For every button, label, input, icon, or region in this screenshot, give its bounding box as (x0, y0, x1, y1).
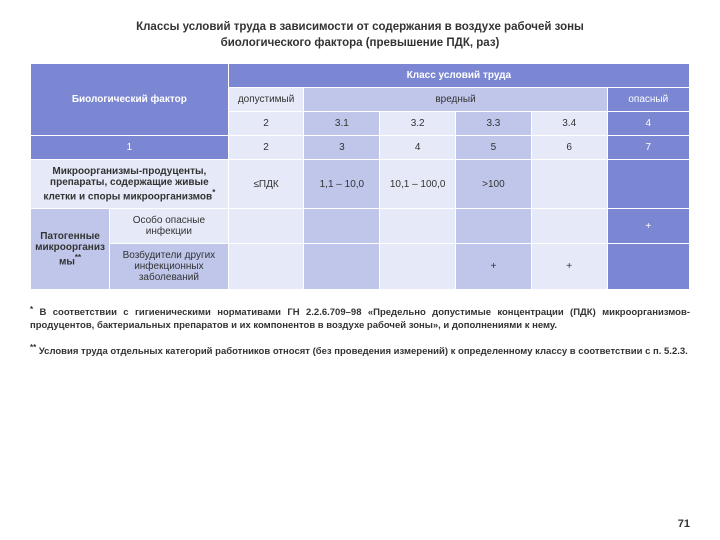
fn2-text: Условия труда отдельных категорий работн… (39, 346, 688, 357)
num-1: 1 (31, 136, 229, 160)
row2b-v2 (304, 244, 380, 290)
footnote-2: ** Условия труда отдельных категорий раб… (30, 343, 690, 359)
hazard-class-table: Биологический фактор Класс условий труда… (30, 63, 690, 290)
row-microorg: Микроорганизмы-продуценты, препараты, со… (31, 160, 690, 209)
row2a-v2 (304, 209, 380, 244)
row2a-v4 (456, 209, 532, 244)
row2a-v5 (531, 209, 607, 244)
row-pathogenic-b: Возбудители других инфекционных заболева… (31, 244, 690, 290)
num-5: 5 (456, 136, 532, 160)
sub-2: 2 (228, 112, 304, 136)
num-4: 4 (380, 136, 456, 160)
sub-33: 3.3 (456, 112, 532, 136)
header-row-1: Биологический фактор Класс условий труда (31, 64, 690, 88)
fn1-text: В соответствии с гигиеническими норматив… (30, 308, 690, 332)
title-line-2: биологического фактора (превышение ПДК, … (221, 37, 500, 49)
sub-31: 3.1 (304, 112, 380, 136)
row1-v5 (531, 160, 607, 209)
sub-34: 3.4 (531, 112, 607, 136)
row1-v1: ≤ПДК (228, 160, 304, 209)
row2a-v3 (380, 209, 456, 244)
slide: Классы условий труда в зависимости от со… (0, 0, 720, 378)
footnotes: * В соответствии с гигиеническими нормат… (30, 304, 690, 358)
num-2: 2 (228, 136, 304, 160)
row2a-v6: + (607, 209, 689, 244)
row-pathogenic-a: Патогенные микроорганизмы** Особо опасны… (31, 209, 690, 244)
col-factor: Биологический фактор (31, 64, 229, 136)
row2b-v3 (380, 244, 456, 290)
fn1-star: * (30, 304, 33, 313)
num-7: 7 (607, 136, 689, 160)
col-allow: допустимый (228, 88, 304, 112)
row1-label-text: Микроорганизмы-продуценты, препараты, со… (43, 166, 212, 202)
row1-label: Микроорганизмы-продуценты, препараты, со… (31, 160, 229, 209)
sub-4: 4 (607, 112, 689, 136)
row1-v3: 10,1 – 100,0 (380, 160, 456, 209)
fn2-star: ** (30, 343, 36, 352)
row2-star: ** (75, 253, 81, 262)
col-harm: вредный (304, 88, 607, 112)
row1-v6 (607, 160, 689, 209)
row2b-v1 (228, 244, 304, 290)
row2b-label: Возбудители других инфекционных заболева… (110, 244, 229, 290)
row2b-v6 (607, 244, 689, 290)
row1-v2: 1,1 – 10,0 (304, 160, 380, 209)
slide-title: Классы условий труда в зависимости от со… (30, 20, 690, 51)
row2a-v1 (228, 209, 304, 244)
footnote-1: * В соответствии с гигиеническими нормат… (30, 304, 690, 333)
row1-star: * (212, 188, 215, 197)
num-3: 3 (304, 136, 380, 160)
row2b-v4: + (456, 244, 532, 290)
page-number: 71 (678, 518, 690, 530)
col-class: Класс условий труда (228, 64, 689, 88)
num-6: 6 (531, 136, 607, 160)
row2a-label: Особо опасные инфекции (110, 209, 229, 244)
sub-32: 3.2 (380, 112, 456, 136)
row2b-v5: + (531, 244, 607, 290)
row2-group: Патогенные микроорганизмы** (31, 209, 110, 290)
row2-group-text: Патогенные микроорганизмы (35, 231, 105, 267)
col-danger: опасный (607, 88, 689, 112)
title-line-1: Классы условий труда в зависимости от со… (136, 21, 584, 33)
row1-v4: >100 (456, 160, 532, 209)
number-row: 1 2 3 4 5 6 7 (31, 136, 690, 160)
